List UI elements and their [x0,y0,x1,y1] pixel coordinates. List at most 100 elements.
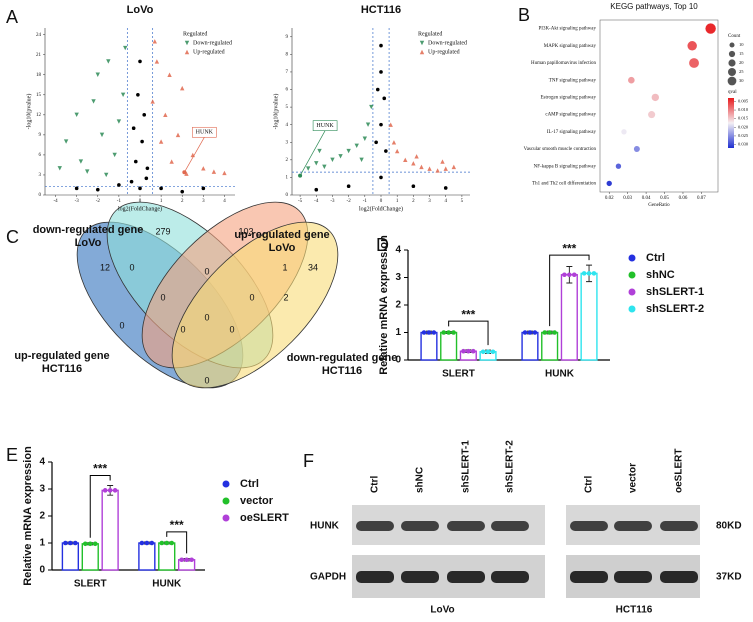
venn-set-label: down-regulated gene [287,352,398,364]
y-tick-label: 7 [286,70,289,75]
venn-set-label: HCT116 [322,365,362,377]
bar-marker [547,330,552,335]
x-axis-label: log2(FoldChange) [118,205,162,212]
legend-marker [628,288,636,296]
y-tick-label: 12 [36,113,42,118]
point [379,122,383,127]
band [401,571,439,583]
point [57,166,62,171]
x-tick-label: SLERT [74,579,107,590]
x-tick-label: 5 [461,199,464,204]
point [379,70,383,74]
band [570,571,608,583]
lane-label: shNC [415,467,426,493]
venn-set [171,221,339,389]
size-legend-dot [728,59,736,67]
y-tick-label: 6 [39,153,42,158]
point [354,143,359,148]
point [106,59,111,64]
size-legend-dot [728,68,736,76]
legend-marker [628,254,636,262]
significance-bracket [549,254,590,327]
bar-marker [527,330,533,335]
lane-label: vector [628,463,639,493]
point [440,159,445,164]
dot [628,76,635,84]
y-tick-label: 3 [39,484,45,495]
y-tick-label: 15 [36,93,42,98]
bar [101,489,119,571]
y-tick-label: cAMP signaling pathway [545,113,596,118]
annotation-box [192,126,217,138]
colorbar-label: 0.010 [738,107,749,112]
point [112,152,117,158]
panel-label: F [303,451,314,471]
x-tick-label: 0.05 [660,196,669,201]
point [131,126,136,130]
bar-marker [63,540,68,546]
bar-marker [426,330,432,335]
point [305,166,311,171]
point [117,183,121,187]
point [116,119,122,124]
venn-count: 103 [238,226,253,236]
point [133,159,138,164]
band [401,521,439,531]
point [411,184,416,189]
x-tick-label: SLERT [442,369,475,380]
y-axis-label: -log10(pvalue) [272,94,279,130]
venn-count: 1 [282,262,287,272]
point [152,39,157,44]
group-label: HCT116 [616,605,653,616]
bar [81,543,99,571]
band [491,571,529,583]
band [570,521,608,531]
x-tick-label: 2 [181,199,184,204]
y-tick-label: 0 [395,355,401,366]
annotation: HUNK [196,130,214,136]
legend-label: shSLERT-2 [646,303,704,315]
x-tick-label: -3 [75,199,80,204]
y-tick-label: 4 [39,457,45,468]
size-legend-dot [728,50,736,58]
legend-label: Ctrl [646,252,665,264]
point [99,132,105,138]
y-tick-label: MAPK signaling pathway [544,44,597,49]
row-label: HUNK [310,521,340,532]
significance-label: *** [170,518,184,532]
bar [61,542,80,571]
annotation-box [312,120,338,131]
legend-marker [184,49,190,55]
dot [621,129,627,135]
annotation-leader [299,130,326,176]
y-tick-label: 0 [39,193,42,198]
y-tick-label: 2 [39,511,45,522]
point [451,164,457,170]
venn-count: 34 [308,262,318,272]
y-tick-label: 1 [286,176,289,181]
x-tick-label: 0 [380,199,383,204]
colorbar-label: 0.015 [738,116,749,121]
point [154,59,160,64]
point [78,159,84,164]
point [379,175,383,180]
venn-count: 0 [204,266,209,276]
bar-marker [169,540,175,546]
point [322,164,327,170]
size-legend-dot [729,42,735,48]
bar-marker [522,330,528,335]
venn-count: 0 [119,320,124,330]
bar-marker [591,271,597,276]
chart-title: HCT116 [361,4,401,16]
point [362,136,368,141]
point [167,72,172,77]
bar-marker [87,541,93,547]
y-tick-label: Human papillomavirus infection [531,61,596,66]
plot-frame [599,19,719,193]
size-legend-label: 15 [739,51,744,56]
point [365,122,371,127]
legend-label: Up-regulated [193,49,225,55]
band [614,521,652,531]
point [169,159,174,164]
venn-count: 0 [129,262,134,272]
